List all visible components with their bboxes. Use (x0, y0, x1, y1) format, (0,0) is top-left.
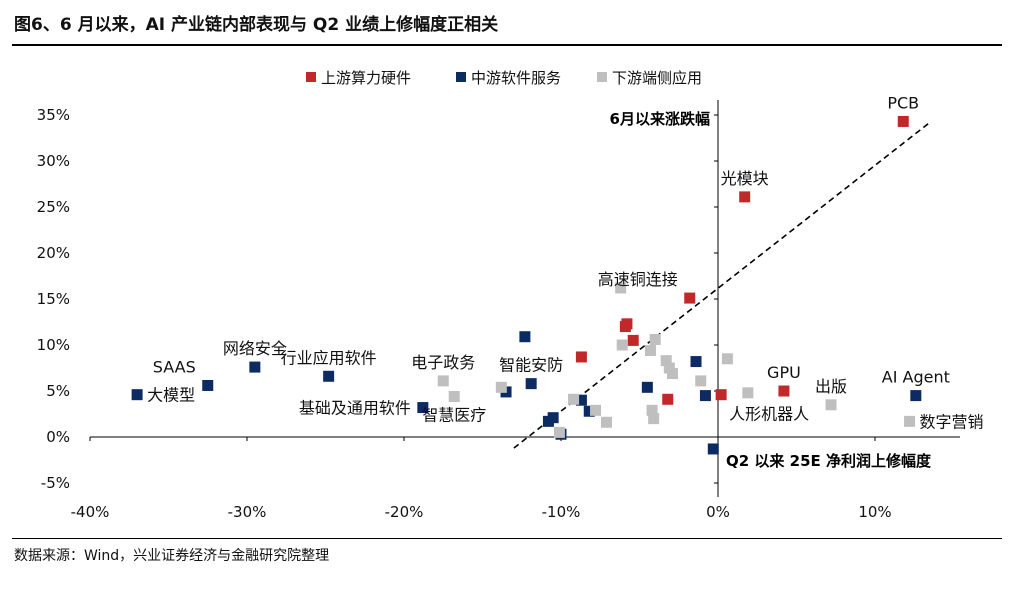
x-tick-label: -10% (542, 503, 581, 521)
x-tick-label: 0% (706, 503, 730, 521)
point-label: GPU (767, 363, 801, 382)
legend-marker-upstream (306, 72, 316, 82)
data-point-midstream (575, 394, 587, 406)
data-point-downstream (721, 353, 733, 365)
legend-label-midstream: 中游软件服务 (471, 69, 561, 87)
point-label: 大模型 (147, 386, 195, 405)
chart-legend: 上游算力硬件 中游软件服务 下游端侧应用 (306, 69, 702, 87)
data-point-upstream (739, 191, 751, 203)
data-point-midstream (249, 361, 261, 373)
data-point-downstream (553, 426, 565, 438)
data-point-downstream (590, 404, 602, 416)
y-tick-label: 35% (37, 106, 70, 124)
x-tick-label: 10% (858, 503, 891, 521)
data-point-upstream (897, 115, 909, 127)
x-axis-label: Q2 以来 25E 净利润上修幅度 (726, 452, 932, 470)
y-axis-label: 6月以来涨跌幅 (610, 110, 710, 128)
data-point-midstream (131, 389, 143, 401)
legend-label-upstream: 上游算力硬件 (321, 69, 411, 87)
x-tick-label: -40% (71, 503, 110, 521)
y-tick-label: 0% (46, 428, 70, 446)
point-label: PCB (887, 93, 919, 112)
title-divider (12, 44, 1002, 46)
y-tick-label: 15% (37, 290, 70, 308)
point-label: 光模块 (721, 169, 769, 188)
data-point-midstream (699, 390, 711, 402)
data-point-midstream (910, 390, 922, 402)
data-point-midstream (202, 379, 214, 391)
data-point-midstream (519, 331, 531, 343)
data-point-midstream (547, 412, 559, 424)
data-point-downstream (646, 404, 658, 416)
data-point-midstream (690, 356, 702, 368)
point-label: 智慧医疗 (422, 406, 486, 425)
data-point-upstream (715, 389, 727, 401)
point-label: AI Agent (882, 368, 950, 387)
y-tick-label: 20% (37, 244, 70, 262)
data-point-midstream (641, 381, 653, 393)
data-point-downstream (660, 355, 672, 367)
data-point-downstream (695, 375, 707, 387)
point-label: 人形机器人 (729, 405, 809, 424)
data-point-upstream (619, 321, 631, 333)
x-tick-label: -30% (228, 503, 267, 521)
point-label: 出版 (815, 377, 847, 396)
data-point-downstream (649, 333, 661, 345)
data-point-downstream (448, 391, 460, 403)
source-note: 数据来源：Wind，兴业证券经济与金融研究院整理 (14, 548, 330, 564)
point-label: SAAS (153, 357, 196, 376)
legend-marker-midstream (456, 72, 466, 82)
y-tick-label: 25% (37, 198, 70, 216)
data-point-downstream (437, 375, 449, 387)
figure-title: 图6、6 月以来，AI 产业链内部表现与 Q2 业绩上修幅度正相关 (14, 15, 499, 35)
y-tick-label: 10% (37, 336, 70, 354)
data-point-upstream (778, 385, 790, 397)
data-point-midstream (525, 378, 537, 390)
scatter-chart: 上游算力硬件 中游软件服务 下游端侧应用 -5% 0% 5% 10% 15% 20% 25% 30… (37, 69, 984, 521)
data-point-upstream (627, 334, 639, 346)
data-point-downstream (568, 393, 580, 405)
point-label: 基础及通用软件 (299, 399, 411, 418)
data-point-midstream (417, 402, 429, 414)
data-point-upstream (575, 351, 587, 363)
x-axis-ticks: -40% -30% -20% -10% 0% 10% (71, 437, 892, 521)
data-point-midstream (323, 370, 335, 382)
legend-label-downstream: 下游端侧应用 (612, 69, 702, 87)
data-point-midstream (583, 405, 595, 417)
y-tick-label: 30% (37, 152, 70, 170)
y-tick-label: 5% (46, 382, 70, 400)
y-tick-label: -5% (41, 474, 70, 492)
data-points (131, 115, 922, 455)
data-point-downstream (648, 413, 660, 425)
x-tick-label: -20% (385, 503, 424, 521)
trend-line (513, 121, 931, 449)
data-point-upstream (662, 393, 674, 405)
data-point-downstream (825, 399, 837, 411)
data-point-upstream (684, 292, 696, 304)
point-label: 行业应用软件 (281, 348, 377, 367)
data-point-downstream (663, 362, 675, 374)
data-point-downstream (644, 345, 656, 357)
chart-axes (90, 100, 960, 497)
y-axis-ticks: -5% 0% 5% 10% 15% 20% 25% 30% 35% (37, 106, 718, 492)
data-point-downstream (904, 415, 916, 427)
data-point-downstream (742, 387, 754, 399)
data-point-downstream (601, 416, 613, 428)
point-label: 网络安全 (223, 339, 287, 358)
data-point-downstream (616, 339, 628, 351)
point-label: 智能安防 (499, 356, 563, 375)
point-label: 数字营销 (920, 412, 984, 431)
data-point-midstream (707, 443, 719, 455)
source-divider (12, 538, 1002, 539)
point-label: 电子政务 (411, 353, 475, 372)
data-point-downstream (615, 282, 627, 294)
data-point-downstream (495, 381, 507, 393)
legend-marker-downstream (597, 72, 607, 82)
data-point-downstream (666, 368, 678, 380)
point-label: 高速铜连接 (598, 270, 678, 289)
